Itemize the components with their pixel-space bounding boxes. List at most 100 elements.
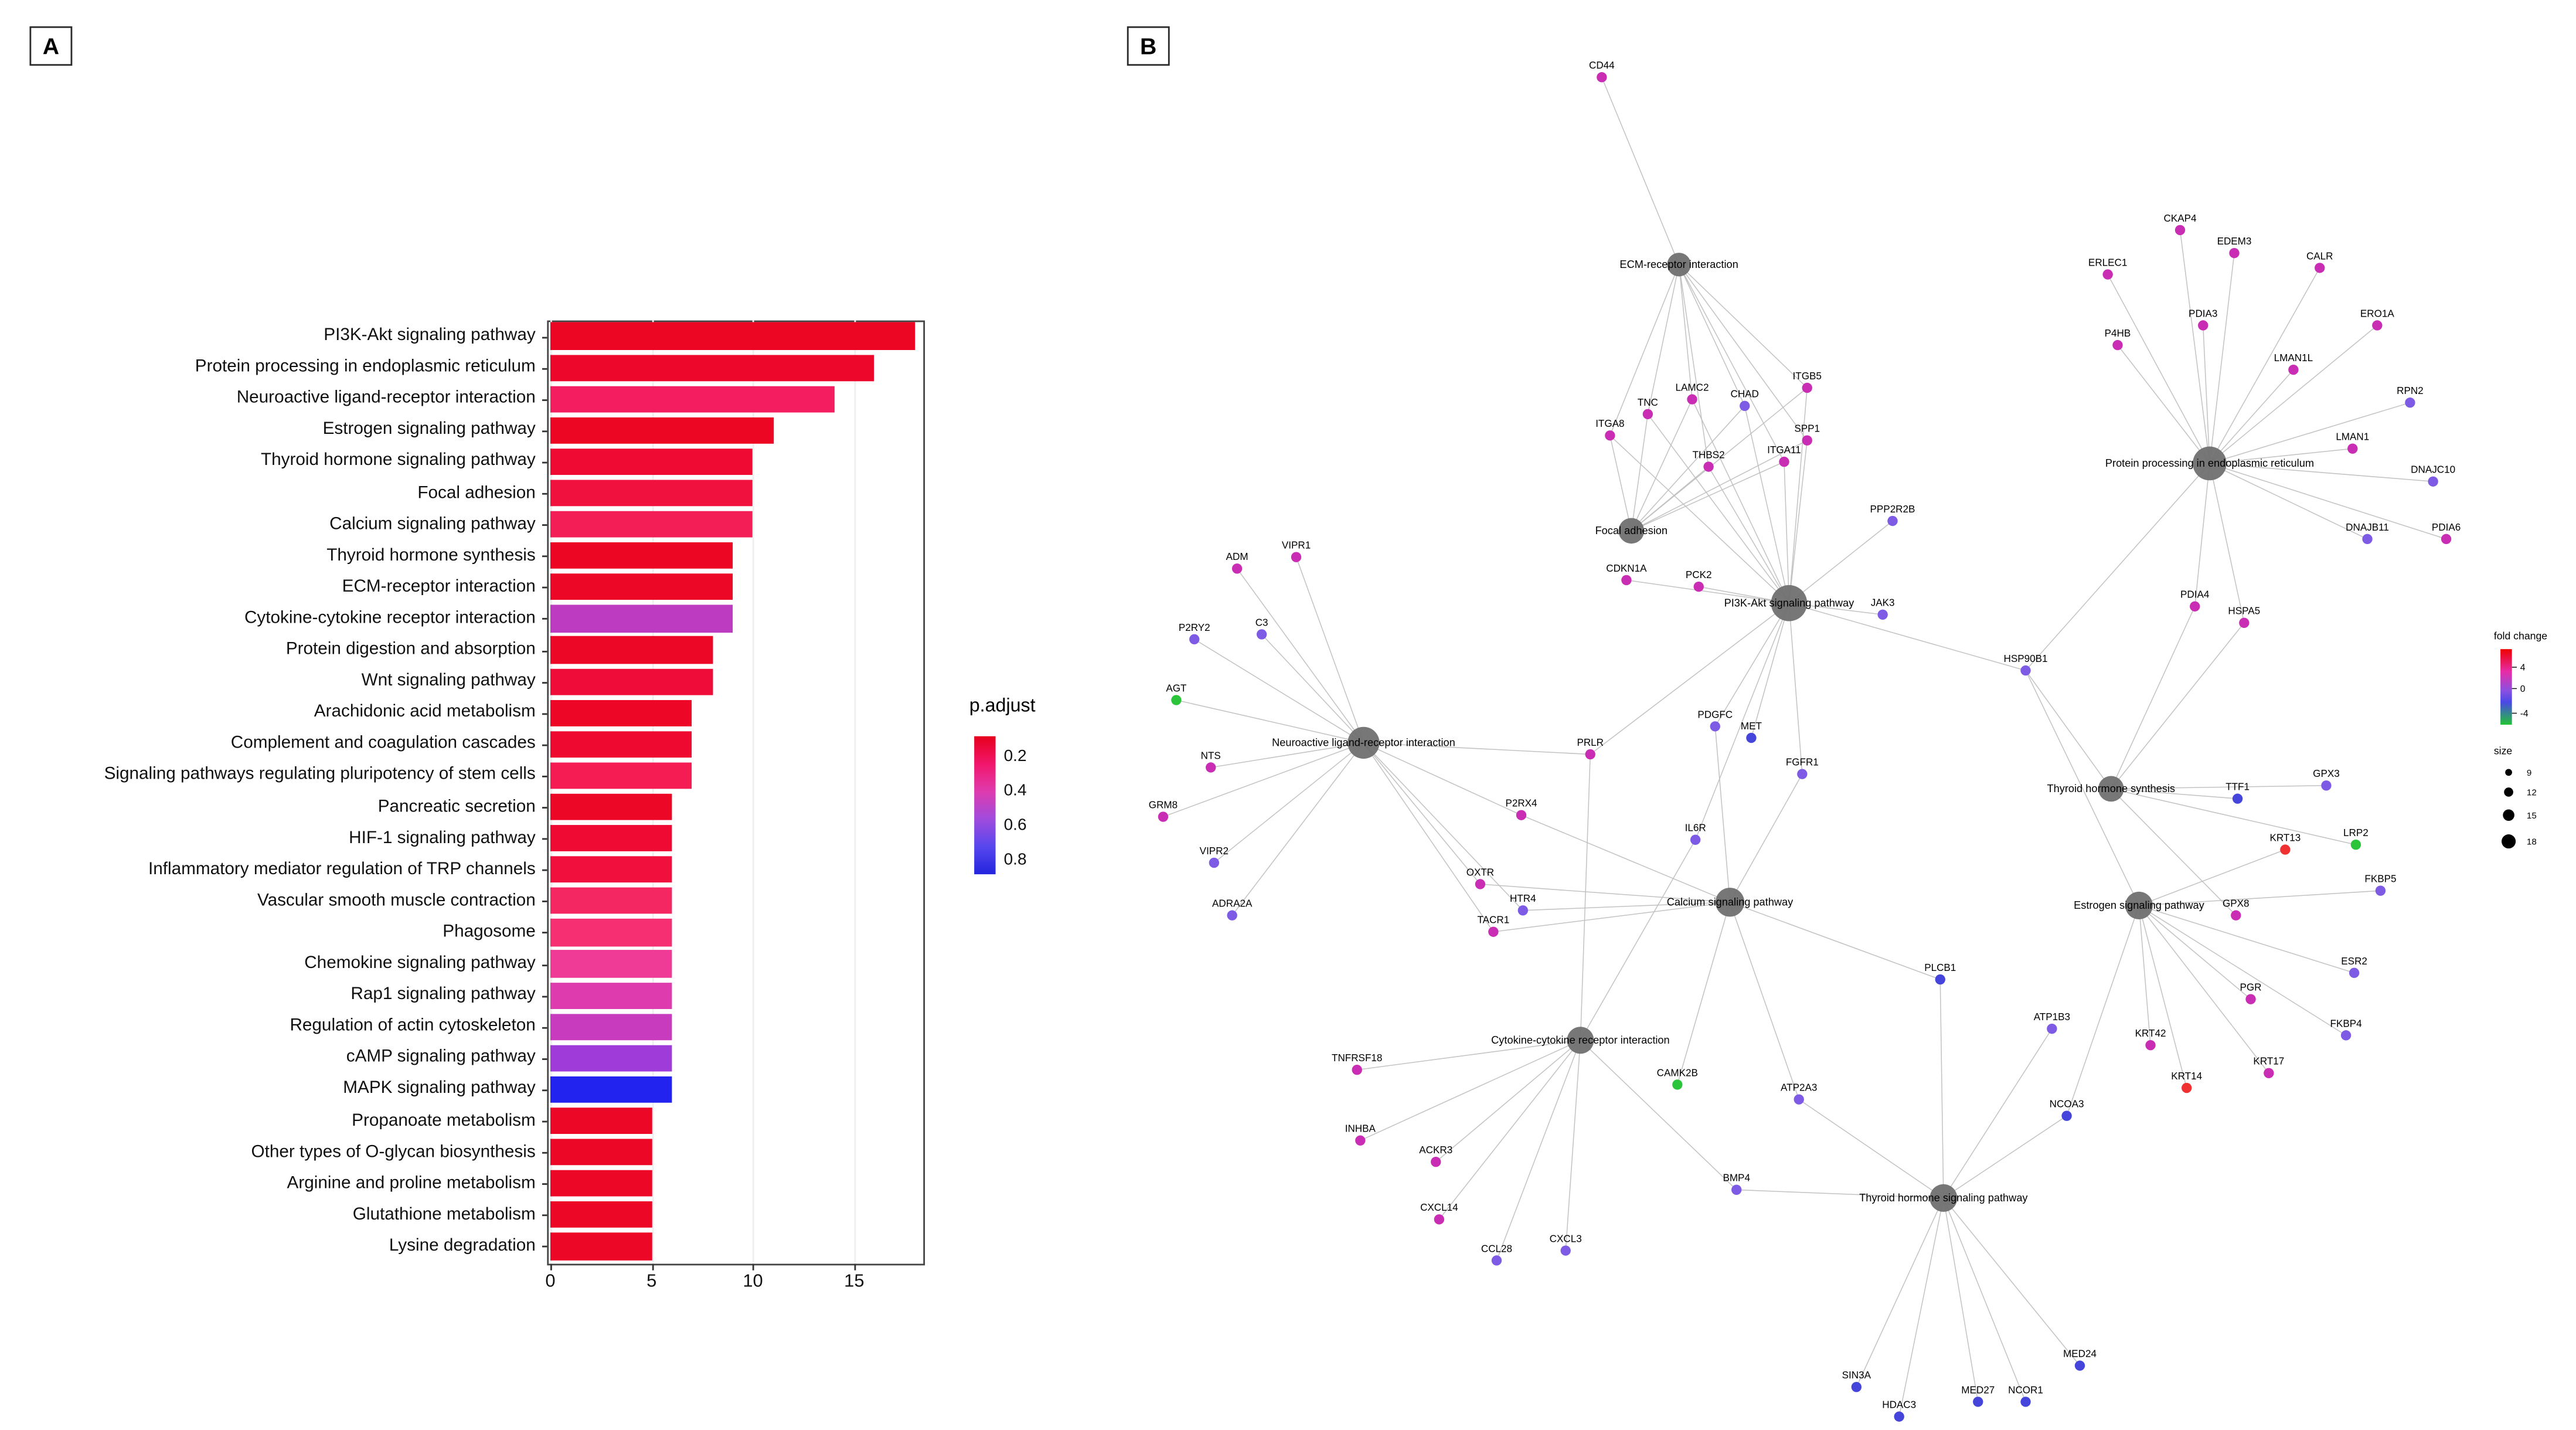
gene-label: TNFRSF18: [1332, 1052, 1382, 1064]
bar-category-label: Phagosome: [443, 922, 536, 942]
network-edge: [1729, 773, 1803, 903]
pathway-node: [1347, 726, 1380, 759]
network-edge: [1631, 440, 1808, 532]
network-edge: [1694, 603, 1790, 840]
gene-node: [2347, 443, 2358, 454]
network-edge: [1438, 1040, 1581, 1220]
gene-node: [2102, 269, 2113, 280]
x-axis-tick-label: 0: [545, 1272, 556, 1292]
gene-label: KRT13: [2269, 833, 2301, 844]
bar-category-label: Cytokine-cytokine receptor interaction: [244, 607, 536, 628]
size-legend: size 9 12 15 18: [2494, 745, 2537, 849]
pathway-labels: ECM-receptor interaction Focal adhesion PI…: [1272, 259, 2314, 1204]
network-edge: [1580, 839, 1696, 1041]
y-axis-tick: [541, 744, 547, 746]
bar-category-label: Other types of O-glycan biosynthesis: [251, 1141, 536, 1161]
network-edge: [1798, 1099, 1944, 1198]
network-edge: [2209, 448, 2353, 464]
network-edge: [1363, 742, 1481, 885]
gene-label: DNAJC10: [2411, 464, 2455, 475]
network-edge: [1194, 638, 1364, 743]
gene-label: KRT42: [2135, 1028, 2166, 1039]
network-edge: [1231, 742, 1364, 916]
network-edge: [1261, 634, 1364, 743]
pathway-node: [1618, 518, 1645, 544]
gene-node: [1794, 1094, 1804, 1105]
size-legend-label: 9: [2527, 768, 2531, 778]
bar-category-label: Focal adhesion: [417, 482, 536, 502]
bar: [550, 1107, 652, 1135]
gene-node: [1802, 435, 1812, 446]
gene-node: [2375, 885, 2386, 896]
network-edge: [2209, 463, 2245, 623]
gene-node: [2349, 967, 2360, 979]
network-edge: [2209, 463, 2434, 483]
bar-category-label: HIF-1 signaling pathway: [349, 827, 536, 848]
gene-node: [1206, 762, 1216, 773]
network-edge: [1496, 1040, 1581, 1261]
gene-label: ATP1B3: [2034, 1011, 2070, 1023]
bar-category-label: Arginine and proline metabolism: [287, 1173, 536, 1193]
network-edge: [2209, 325, 2378, 464]
bar-category-label: Neuroactive ligand-receptor interaction: [236, 388, 536, 408]
gene-label: ITGA11: [1767, 444, 1801, 456]
gene-label: GRM8: [1149, 799, 1178, 810]
gene-label: TACR1: [1477, 915, 1509, 926]
network-edge: [1788, 603, 1803, 775]
gene-label: ITGB5: [1793, 371, 1822, 382]
bar: [550, 1170, 652, 1197]
size-legend-label: 12: [2527, 788, 2537, 798]
gene-label: CD44: [1589, 60, 1615, 71]
y-axis-tick: [541, 1215, 547, 1217]
network-edge: [1744, 406, 1790, 603]
gene-node: [2264, 1068, 2274, 1079]
bar: [550, 480, 753, 507]
network-edge: [2111, 606, 2196, 789]
bar-category-label: PI3K-Akt signaling pathway: [324, 325, 536, 345]
size-legend-dot: [2502, 834, 2516, 849]
gene-label: JAK3: [1871, 597, 1895, 609]
gene-node: [2372, 320, 2383, 331]
bar-category-label: Complement and coagulation cascades: [230, 733, 536, 753]
pathway-label: Estrogen signaling pathway: [2074, 899, 2205, 911]
gene-label: PCK2: [1686, 569, 1712, 580]
network-edge: [1609, 435, 1789, 604]
gene-label: IL6R: [1685, 823, 1706, 834]
y-axis-tick: [541, 1152, 547, 1154]
gene-label: EDEM3: [2217, 236, 2252, 247]
network-edge: [1943, 1198, 1979, 1402]
network-edge: [1363, 742, 1494, 932]
bar: [550, 919, 672, 946]
grid-line: [550, 320, 552, 1262]
network-edge: [1357, 1040, 1581, 1071]
network-edge: [1943, 1028, 2053, 1198]
network-edge: [2138, 905, 2151, 1045]
gene-label: CALR: [2306, 250, 2333, 261]
network-edge: [1677, 902, 1731, 1085]
x-axis-tick: [651, 1263, 654, 1270]
gene-node: [2061, 1110, 2072, 1121]
gene-node: [1560, 1245, 1571, 1256]
network-edge: [1363, 742, 1522, 816]
panel-b-network: B CD44 TNC LAMC2 CHAD ITGB5 ITGA8 THBS2 ITGA11 S…: [1084, 0, 2576, 1430]
padjust-legend: p.adjust 0.2 0.4 0.6 0.8: [963, 697, 1078, 894]
bar: [550, 699, 692, 726]
bar: [550, 856, 672, 884]
gene-label: INHBA: [1345, 1123, 1376, 1135]
gene-node: [1355, 1135, 1366, 1146]
network-edge: [1788, 440, 1808, 603]
bar-category-label: Regulation of actin cytoskeleton: [290, 1015, 536, 1036]
bar: [550, 981, 672, 1009]
gene-node: [1597, 72, 1607, 83]
bar: [550, 731, 692, 758]
network-edge: [2111, 788, 2237, 916]
network-edge: [1580, 754, 1591, 1041]
gene-label: SIN3A: [1842, 1370, 1871, 1381]
gene-label: ERLEC1: [2088, 257, 2127, 269]
gene-label: PDGFC: [1697, 709, 1733, 720]
network-edge: [1647, 264, 1680, 415]
gene-label: NCOR1: [2008, 1384, 2043, 1395]
padjust-legend-title: p.adjust: [969, 697, 1036, 717]
gene-label: TNC: [1638, 397, 1658, 408]
